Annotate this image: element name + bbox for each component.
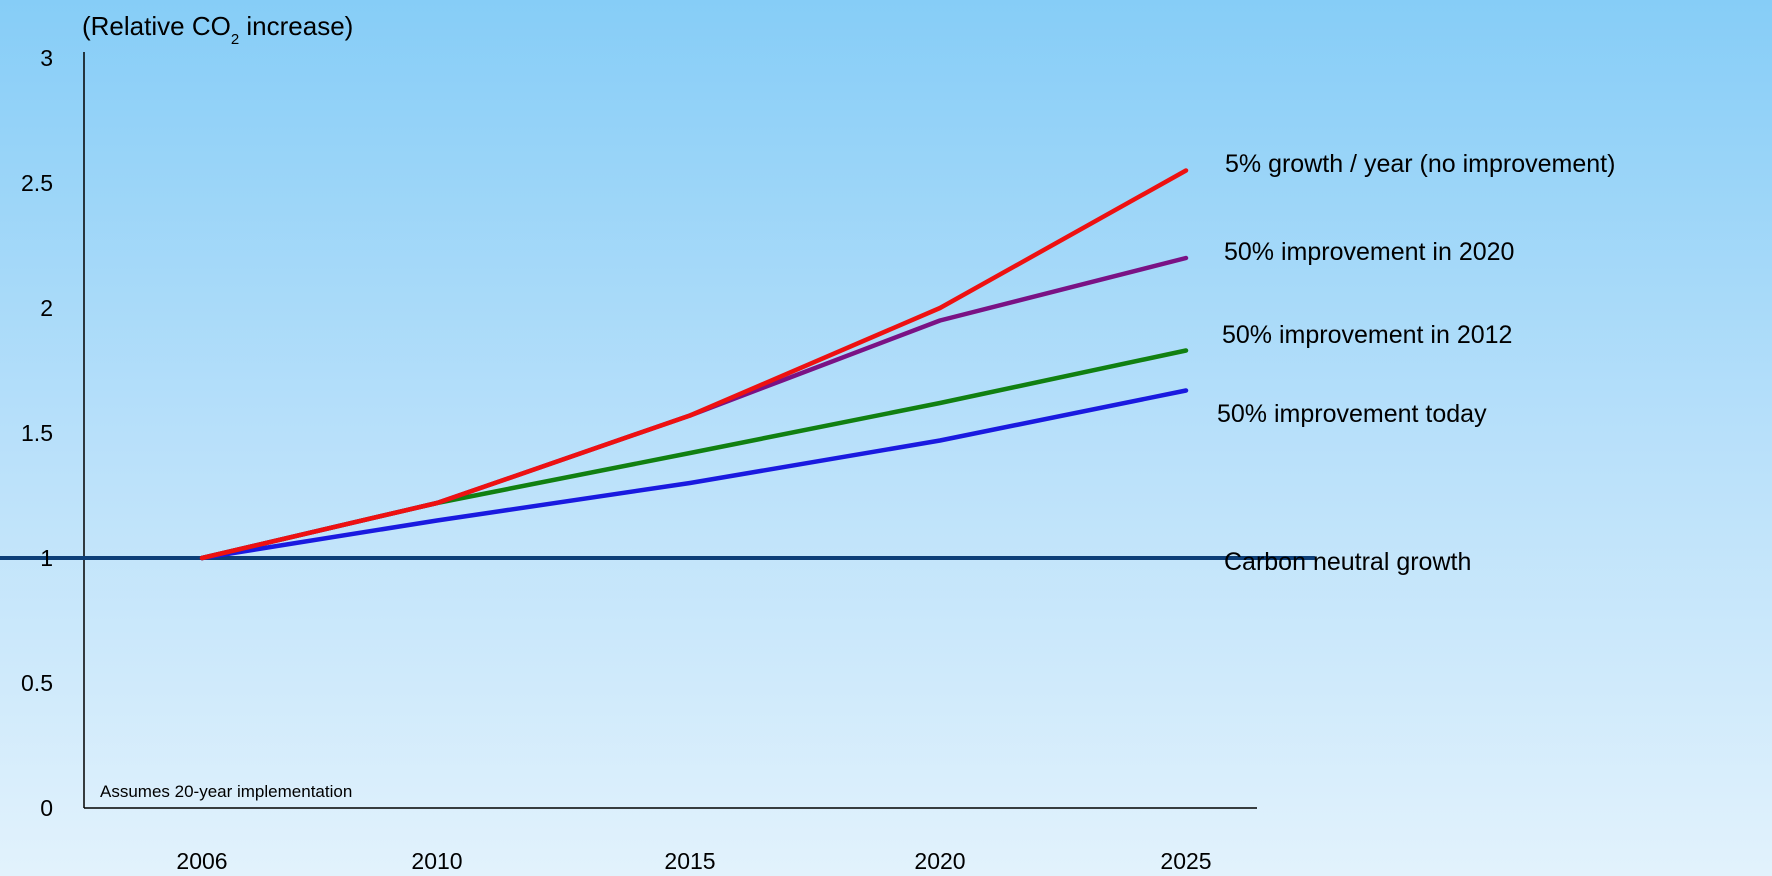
series-lines	[0, 168, 1316, 561]
y-tick-label: 0.5	[21, 670, 53, 696]
x-tick-label: 2020	[914, 848, 965, 874]
series-line-4	[199, 255, 1189, 561]
series-label-3: 50% improvement in 2012	[1222, 321, 1512, 349]
y-axis-title: (Relative CO2 increase)	[82, 11, 353, 48]
y-tick-label: 1	[40, 545, 53, 571]
series-line-3	[199, 348, 1189, 561]
y-tick-label: 1.5	[21, 420, 53, 446]
axes	[83, 52, 1257, 809]
series-label-4: 50% improvement in 2020	[1224, 238, 1514, 266]
series-label-2: 50% improvement today	[1217, 400, 1487, 428]
x-tick-label: 2015	[664, 848, 715, 874]
x-tick-label: 2010	[411, 848, 462, 874]
series-line-2	[199, 388, 1189, 561]
series-label-1: Carbon neutral growth	[1224, 548, 1471, 576]
y-tick-label: 0	[40, 795, 53, 821]
y-tick-label: 2	[40, 295, 53, 321]
y-tick-label: 3	[40, 45, 53, 71]
series-label-5: 5% growth / year (no improvement)	[1225, 150, 1615, 178]
y-tick-label: 2.5	[21, 170, 53, 196]
tick-labels: 0 0.5 1 1.5 2 2.5 3 2006 2010 2015 2020 2025	[21, 45, 1212, 874]
implementation-note: Assumes 20-year implementation	[100, 782, 352, 801]
x-tick-label: 2025	[1160, 848, 1211, 874]
series-line-5	[199, 168, 1189, 561]
x-tick-label: 2006	[176, 848, 227, 874]
series-labels: Carbon neutral growth 50% improvement tod…	[1217, 150, 1615, 576]
